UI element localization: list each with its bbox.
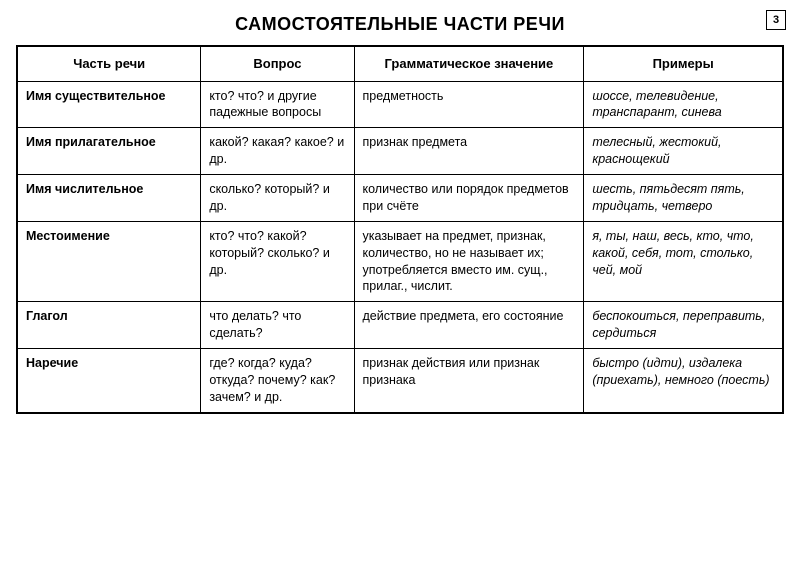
cell-part: Имя существительное: [17, 81, 201, 128]
page-title: САМОСТОЯТЕЛЬНЫЕ ЧАСТИ РЕЧИ: [16, 14, 784, 35]
cell-part: Имя прилагательное: [17, 128, 201, 175]
cell-examples: я, ты, наш, весь, кто, что, какой, себя,…: [584, 221, 783, 302]
cell-question: какой? какая? какое? и др.: [201, 128, 354, 175]
cell-part: Местоимение: [17, 221, 201, 302]
cell-part: Наречие: [17, 349, 201, 413]
table-row: Имя существительное кто? что? и другие п…: [17, 81, 783, 128]
cell-question: кто? что? и другие падежные вопросы: [201, 81, 354, 128]
col-header-examples: Примеры: [584, 46, 783, 81]
cell-examples: шесть, пятьдесят пять, тридцать, четверо: [584, 175, 783, 222]
cell-meaning: признак предмета: [354, 128, 584, 175]
cell-meaning: предметность: [354, 81, 584, 128]
cell-meaning: указывает на предмет, признак, количеств…: [354, 221, 584, 302]
table-row: Имя прилагательное какой? какая? какое? …: [17, 128, 783, 175]
cell-examples: быстро (идти), издалека (приехать), немн…: [584, 349, 783, 413]
cell-question: где? когда? куда? откуда? почему? как? з…: [201, 349, 354, 413]
cell-examples: телесный, жестокий, краснощекий: [584, 128, 783, 175]
table-row: Глагол что делать? что сделать? действие…: [17, 302, 783, 349]
col-header-meaning: Грамматическое значение: [354, 46, 584, 81]
cell-part: Имя числительное: [17, 175, 201, 222]
cell-examples: беспокоиться, переправить, сердиться: [584, 302, 783, 349]
cell-question: сколько? который? и др.: [201, 175, 354, 222]
cell-question: что делать? что сделать?: [201, 302, 354, 349]
table-header-row: Часть речи Вопрос Грамматическое значени…: [17, 46, 783, 81]
col-header-question: Вопрос: [201, 46, 354, 81]
cell-meaning: признак действия или признак признака: [354, 349, 584, 413]
table-row: Наречие где? когда? куда? откуда? почему…: [17, 349, 783, 413]
cell-question: кто? что? какой? который? сколько? и др.: [201, 221, 354, 302]
cell-examples: шоссе, телевидение, транспарант, синева: [584, 81, 783, 128]
table-row: Местоимение кто? что? какой? который? ск…: [17, 221, 783, 302]
col-header-part: Часть речи: [17, 46, 201, 81]
cell-meaning: действие предмета, его состояние: [354, 302, 584, 349]
cell-meaning: количество или порядок предметов при счё…: [354, 175, 584, 222]
cell-part: Глагол: [17, 302, 201, 349]
page-number-box: 3: [766, 10, 786, 30]
parts-of-speech-table: Часть речи Вопрос Грамматическое значени…: [16, 45, 784, 414]
table-row: Имя числительное сколько? который? и др.…: [17, 175, 783, 222]
